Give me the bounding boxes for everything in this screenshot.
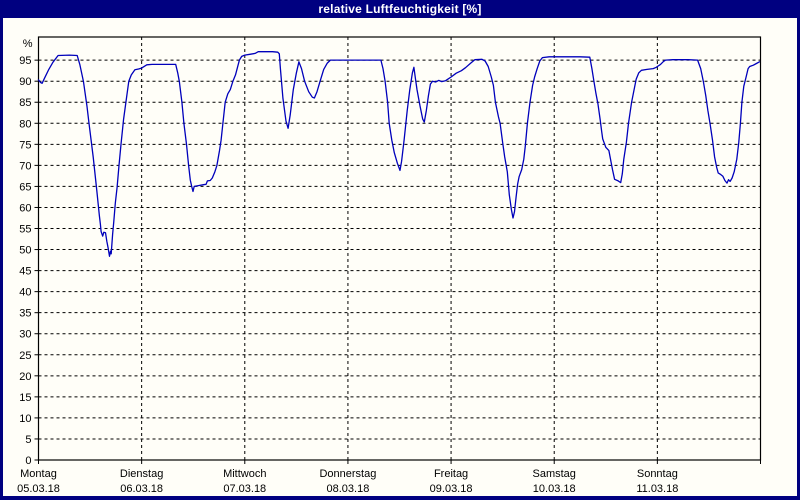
x-axis-day-label: Samstag [533, 468, 576, 480]
y-axis-tick-label: 30 [19, 329, 31, 341]
x-axis-date-label: 06.03.18 [120, 483, 163, 495]
y-axis-tick-label: 60 [19, 202, 31, 214]
window-titlebar: relative Luftfeuchtigkeit [%] [0, 0, 800, 18]
window-title: relative Luftfeuchtigkeit [%] [318, 2, 482, 16]
x-axis-date-label: 05.03.18 [17, 483, 60, 495]
y-axis-tick-label: 50 [19, 245, 31, 257]
x-axis-day-label: Dienstag [120, 468, 163, 480]
y-axis-tick-label: 75 [19, 139, 31, 151]
y-axis-tick-label: 35 [19, 308, 31, 320]
x-axis-day-label: Montag [20, 468, 57, 480]
y-axis-tick-label: 25 [19, 350, 31, 362]
y-axis-tick-label: 20 [19, 371, 31, 383]
y-axis-tick-label: 40 [19, 287, 31, 299]
chart-content-area [3, 18, 797, 496]
y-axis-tick-label: 55 [19, 224, 31, 236]
x-axis-day-label: Sonntag [637, 468, 678, 480]
y-axis-tick-label: 80 [19, 118, 31, 130]
x-axis-day-label: Mittwoch [223, 468, 266, 480]
y-axis-tick-label: 65 [19, 181, 31, 193]
x-axis-date-label: 10.03.18 [533, 483, 576, 495]
plot-border [37, 36, 762, 461]
x-axis-date-label: 09.03.18 [430, 483, 473, 495]
y-axis-tick-label: 10 [19, 413, 31, 425]
x-axis-date-label: 08.03.18 [327, 483, 370, 495]
y-axis-tick-label: 15 [19, 392, 31, 404]
y-axis-tick-label: 5 [25, 434, 31, 446]
y-axis-tick-label: 95 [19, 55, 31, 67]
y-axis-tick-label: 45 [19, 266, 31, 278]
x-axis-day-label: Freitag [434, 468, 468, 480]
y-axis-tick-label: 90 [19, 76, 31, 88]
x-axis-date-label: 11.03.18 [636, 483, 678, 495]
x-axis-day-label: Donnerstag [319, 468, 376, 480]
y-axis-tick-label: 0 [25, 455, 31, 467]
y-axis-tick-label: 70 [19, 160, 31, 172]
y-axis-unit-label: % [23, 38, 33, 50]
x-axis-date-label: 07.03.18 [223, 483, 266, 495]
y-axis-tick-label: 85 [19, 97, 31, 109]
humidity-line [37, 51, 761, 257]
